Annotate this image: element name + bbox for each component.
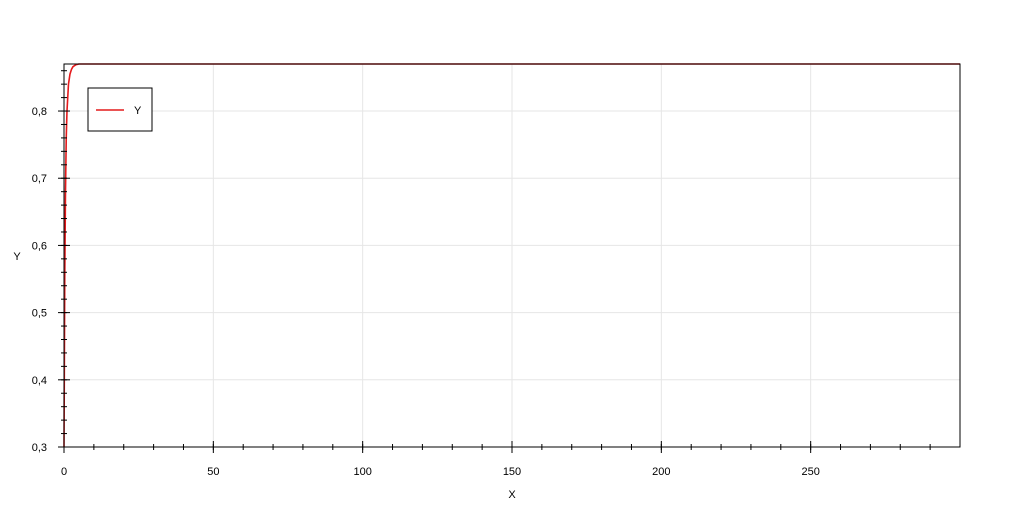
y-tick-label: 0,7 (32, 173, 47, 185)
y-tick-label: 0,5 (32, 308, 47, 320)
x-tick-label: 100 (353, 466, 371, 478)
x-tick-label: 150 (503, 466, 521, 478)
y-tick-label: 0,3 (32, 442, 47, 454)
legend-label: Y (134, 105, 142, 117)
x-tick-label: 0 (61, 466, 67, 478)
y-tick-label: 0,6 (32, 240, 47, 252)
x-axis-label: X (508, 489, 516, 501)
y-tick-label: 0,4 (32, 375, 47, 387)
x-tick-label: 50 (207, 466, 219, 478)
y-tick-label: 0,8 (32, 106, 47, 118)
x-tick-label: 250 (801, 466, 819, 478)
grid (64, 64, 960, 447)
legend: Y (87, 87, 153, 132)
y-axis-label: Y (13, 251, 21, 263)
x-tick-label: 200 (652, 466, 670, 478)
axis-ticks: 0 50 100 150 200 250 0,3 0,4 0,5 0,6 0,7 0,8 (32, 70, 931, 478)
